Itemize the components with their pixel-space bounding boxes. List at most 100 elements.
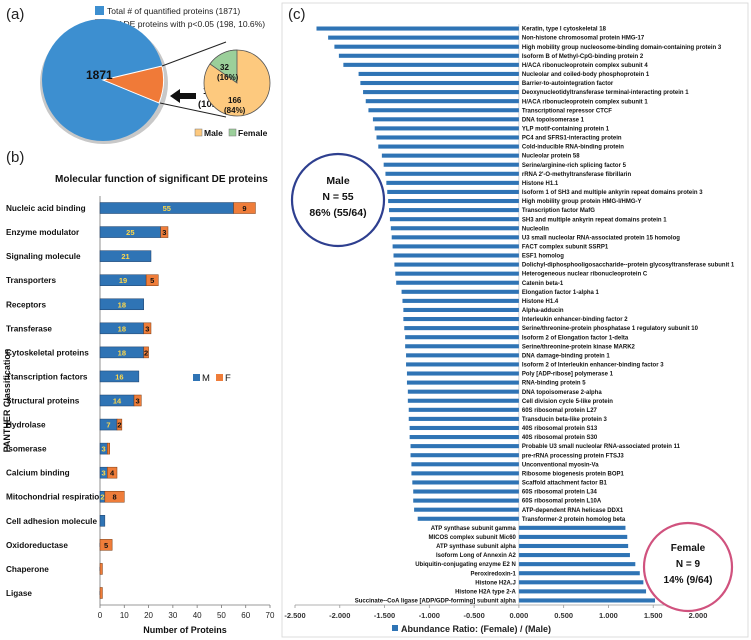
chart-c-category-label: High mobility group protein HMG-I/HMG-Y xyxy=(522,199,642,205)
chart-b-x-tick-label: 50 xyxy=(217,611,226,620)
chart-b-category-label: Cytoskeletal proteins xyxy=(6,348,89,357)
chart-c-category-label: Isoform 2 of Elongation factor 1-delta xyxy=(522,335,629,341)
chart-c-category-label: Probable U3 small nucleolar RNA-associat… xyxy=(522,444,681,450)
sub-pie-female-count: 32 xyxy=(220,63,229,72)
chart-c-bar xyxy=(343,62,519,67)
chart-c-bar xyxy=(391,235,519,240)
sub-pie-male-pct: (84%) xyxy=(224,106,246,115)
chart-c-bar xyxy=(408,407,519,412)
chart-c-bar xyxy=(388,198,519,204)
chart-b-x-tick-label: 40 xyxy=(193,611,202,620)
chart-c-category-label: Isoform 1 of SH3 and multiple ankyrin re… xyxy=(522,190,703,196)
chart-b-data-label-m: 2 xyxy=(100,493,104,502)
chart-c-category-label: Nucleolar protein 58 xyxy=(522,154,580,160)
chart-c-category-label: H/ACA ribonucleoprotein complex subunit … xyxy=(522,99,648,105)
chart-c-plot: -2.500 -2.000 -1.500 -1.000 -0.500 0.000 0.500… xyxy=(284,24,735,634)
connector-bottom xyxy=(159,102,227,118)
chart-c-category-label: Histone H1.1 xyxy=(522,181,559,187)
male-summary-pct: 86% (55/64) xyxy=(309,207,366,219)
chart-b-plot: 0 10 20 30 40 50 60 70 Number of Proteins PANTHER… xyxy=(2,196,275,635)
chart-c-category-label: SH3 and multiple ankyrin repeat domains … xyxy=(522,217,667,223)
chart-c-bar xyxy=(358,71,519,76)
chart-b-legend-swatch-m xyxy=(193,374,200,381)
chart-c-bar xyxy=(374,126,519,131)
arrow-icon xyxy=(170,89,196,103)
chart-b-x-tick-label: 10 xyxy=(120,611,129,620)
chart-c-category-label: ATP synthase subunit alpha xyxy=(436,544,516,550)
chart-c-bar xyxy=(365,99,519,104)
chart-c-bar xyxy=(395,271,519,276)
chart-c-bar xyxy=(334,44,519,49)
sub-pie-male-count: 166 xyxy=(228,96,242,105)
chart-b-bar-f xyxy=(145,274,159,286)
chart-c-legend-swatch xyxy=(392,625,398,631)
chart-c-category-label: Poly [ADP-ribose] polymerase 1 xyxy=(522,372,614,378)
chart-b-bar-f xyxy=(143,346,149,359)
chart-b-data-label-m: 21 xyxy=(121,252,129,261)
sub-legend-swatch-female xyxy=(228,128,237,137)
chart-c-bar xyxy=(409,435,519,440)
chart-c-category-label: 40S ribosomal protein S13 xyxy=(522,426,598,432)
chart-c-bar xyxy=(410,453,519,458)
chart-c-x-tick-label: 0.000 xyxy=(509,611,528,620)
chart-c-category-label: Barrier-to-autointegration factor xyxy=(522,81,614,87)
chart-c-bar xyxy=(393,253,519,258)
chart-c-bar xyxy=(518,580,644,585)
chart-c-category-label: Peroxiredoxin-1 xyxy=(471,571,517,577)
chart-b-data-label-f: 8 xyxy=(112,493,116,502)
chart-c-x-tick-label: -1.500 xyxy=(374,611,395,620)
chart-c-x-tick-label: 1.000 xyxy=(599,611,618,620)
chart-c-category-label: DNA damage-binding protein 1 xyxy=(522,353,610,359)
chart-c-bar xyxy=(376,135,519,140)
chart-c-category-label: Cell division cycle 5-like protein xyxy=(522,399,613,405)
chart-c-bar xyxy=(401,289,519,294)
chart-c-category-label: Transcriptional repressor CTCF xyxy=(522,108,612,114)
panel-c: (c) -2.500 -2.000 -1.500 -1.000 -0.500 0.000 0… xyxy=(281,2,749,638)
female-summary-n: N = 9 xyxy=(676,559,701,570)
chart-c-category-label: Nucleolar and coiled-body phosphoprotein… xyxy=(522,72,650,78)
chart-c-category-label: Ubiquitin-conjugating enzyme E2 N xyxy=(415,562,516,568)
chart-c-bar xyxy=(387,189,519,194)
chart-b-data-label-f: 3 xyxy=(162,228,166,237)
chart-b-data-label-f: 3 xyxy=(145,324,149,333)
chart-c-bar xyxy=(404,326,519,331)
chart-c-category-label: Serine/threonine-protein phosphatase 1 r… xyxy=(522,326,699,332)
chart-c-category-label: Keratin, type I cytoskeletal 18 xyxy=(522,27,607,33)
chart-c-category-label: RNA-binding protein 5 xyxy=(522,381,586,387)
chart-c-x-tick-label: -0.500 xyxy=(463,611,484,620)
chart-c-bar xyxy=(417,516,519,521)
connector-top xyxy=(161,41,227,67)
chart-b-data-label-m: 18 xyxy=(118,300,126,309)
chart-c-bar xyxy=(386,180,519,185)
chart-c-x-tick-label: 1.500 xyxy=(644,611,663,620)
legend-swatch-total xyxy=(95,6,104,15)
legend-total: Total # of quantified proteins (1871) xyxy=(107,6,240,16)
chart-b-bar-m xyxy=(99,370,140,383)
chart-c-bar xyxy=(383,162,519,167)
chart-b-category-label: Calcium binding xyxy=(6,469,70,478)
chart-b-bar-m xyxy=(99,250,152,262)
main-pie-de-slice xyxy=(101,65,165,104)
panel-b-label: (b) xyxy=(6,149,24,166)
chart-b-category-label: Oxidoreductase xyxy=(6,541,68,550)
chart-c-bar xyxy=(390,226,519,231)
chart-b-data-label-f: 3 xyxy=(136,397,140,406)
chart-c-bar xyxy=(394,262,519,267)
chart-c-bar xyxy=(406,362,519,367)
chart-b-x-tick-label: 30 xyxy=(168,611,177,620)
chart-b-category-label: Ttanscription factors xyxy=(6,372,88,381)
chart-b-category-label: Structural proteins xyxy=(6,397,80,406)
chart-c-bar xyxy=(378,144,519,149)
panel-b: (b) Molecular function of significant DE… xyxy=(2,149,275,635)
chart-b-data-label-m: 16 xyxy=(115,372,123,381)
chart-c-bar xyxy=(518,543,629,549)
chart-c-category-label: DNA topoisomerase 1 xyxy=(522,117,585,123)
chart-c-bar xyxy=(518,571,640,576)
chart-c-bar xyxy=(392,244,519,249)
chart-b-data-label-f: 5 xyxy=(104,541,108,550)
sub-pie-female-slice xyxy=(209,49,238,84)
chart-b-bar-f xyxy=(107,442,110,455)
chart-b-data-label-m: 55 xyxy=(163,204,171,213)
chart-c-bar xyxy=(412,480,519,485)
chart-b-category-label: Transferase xyxy=(6,324,52,333)
